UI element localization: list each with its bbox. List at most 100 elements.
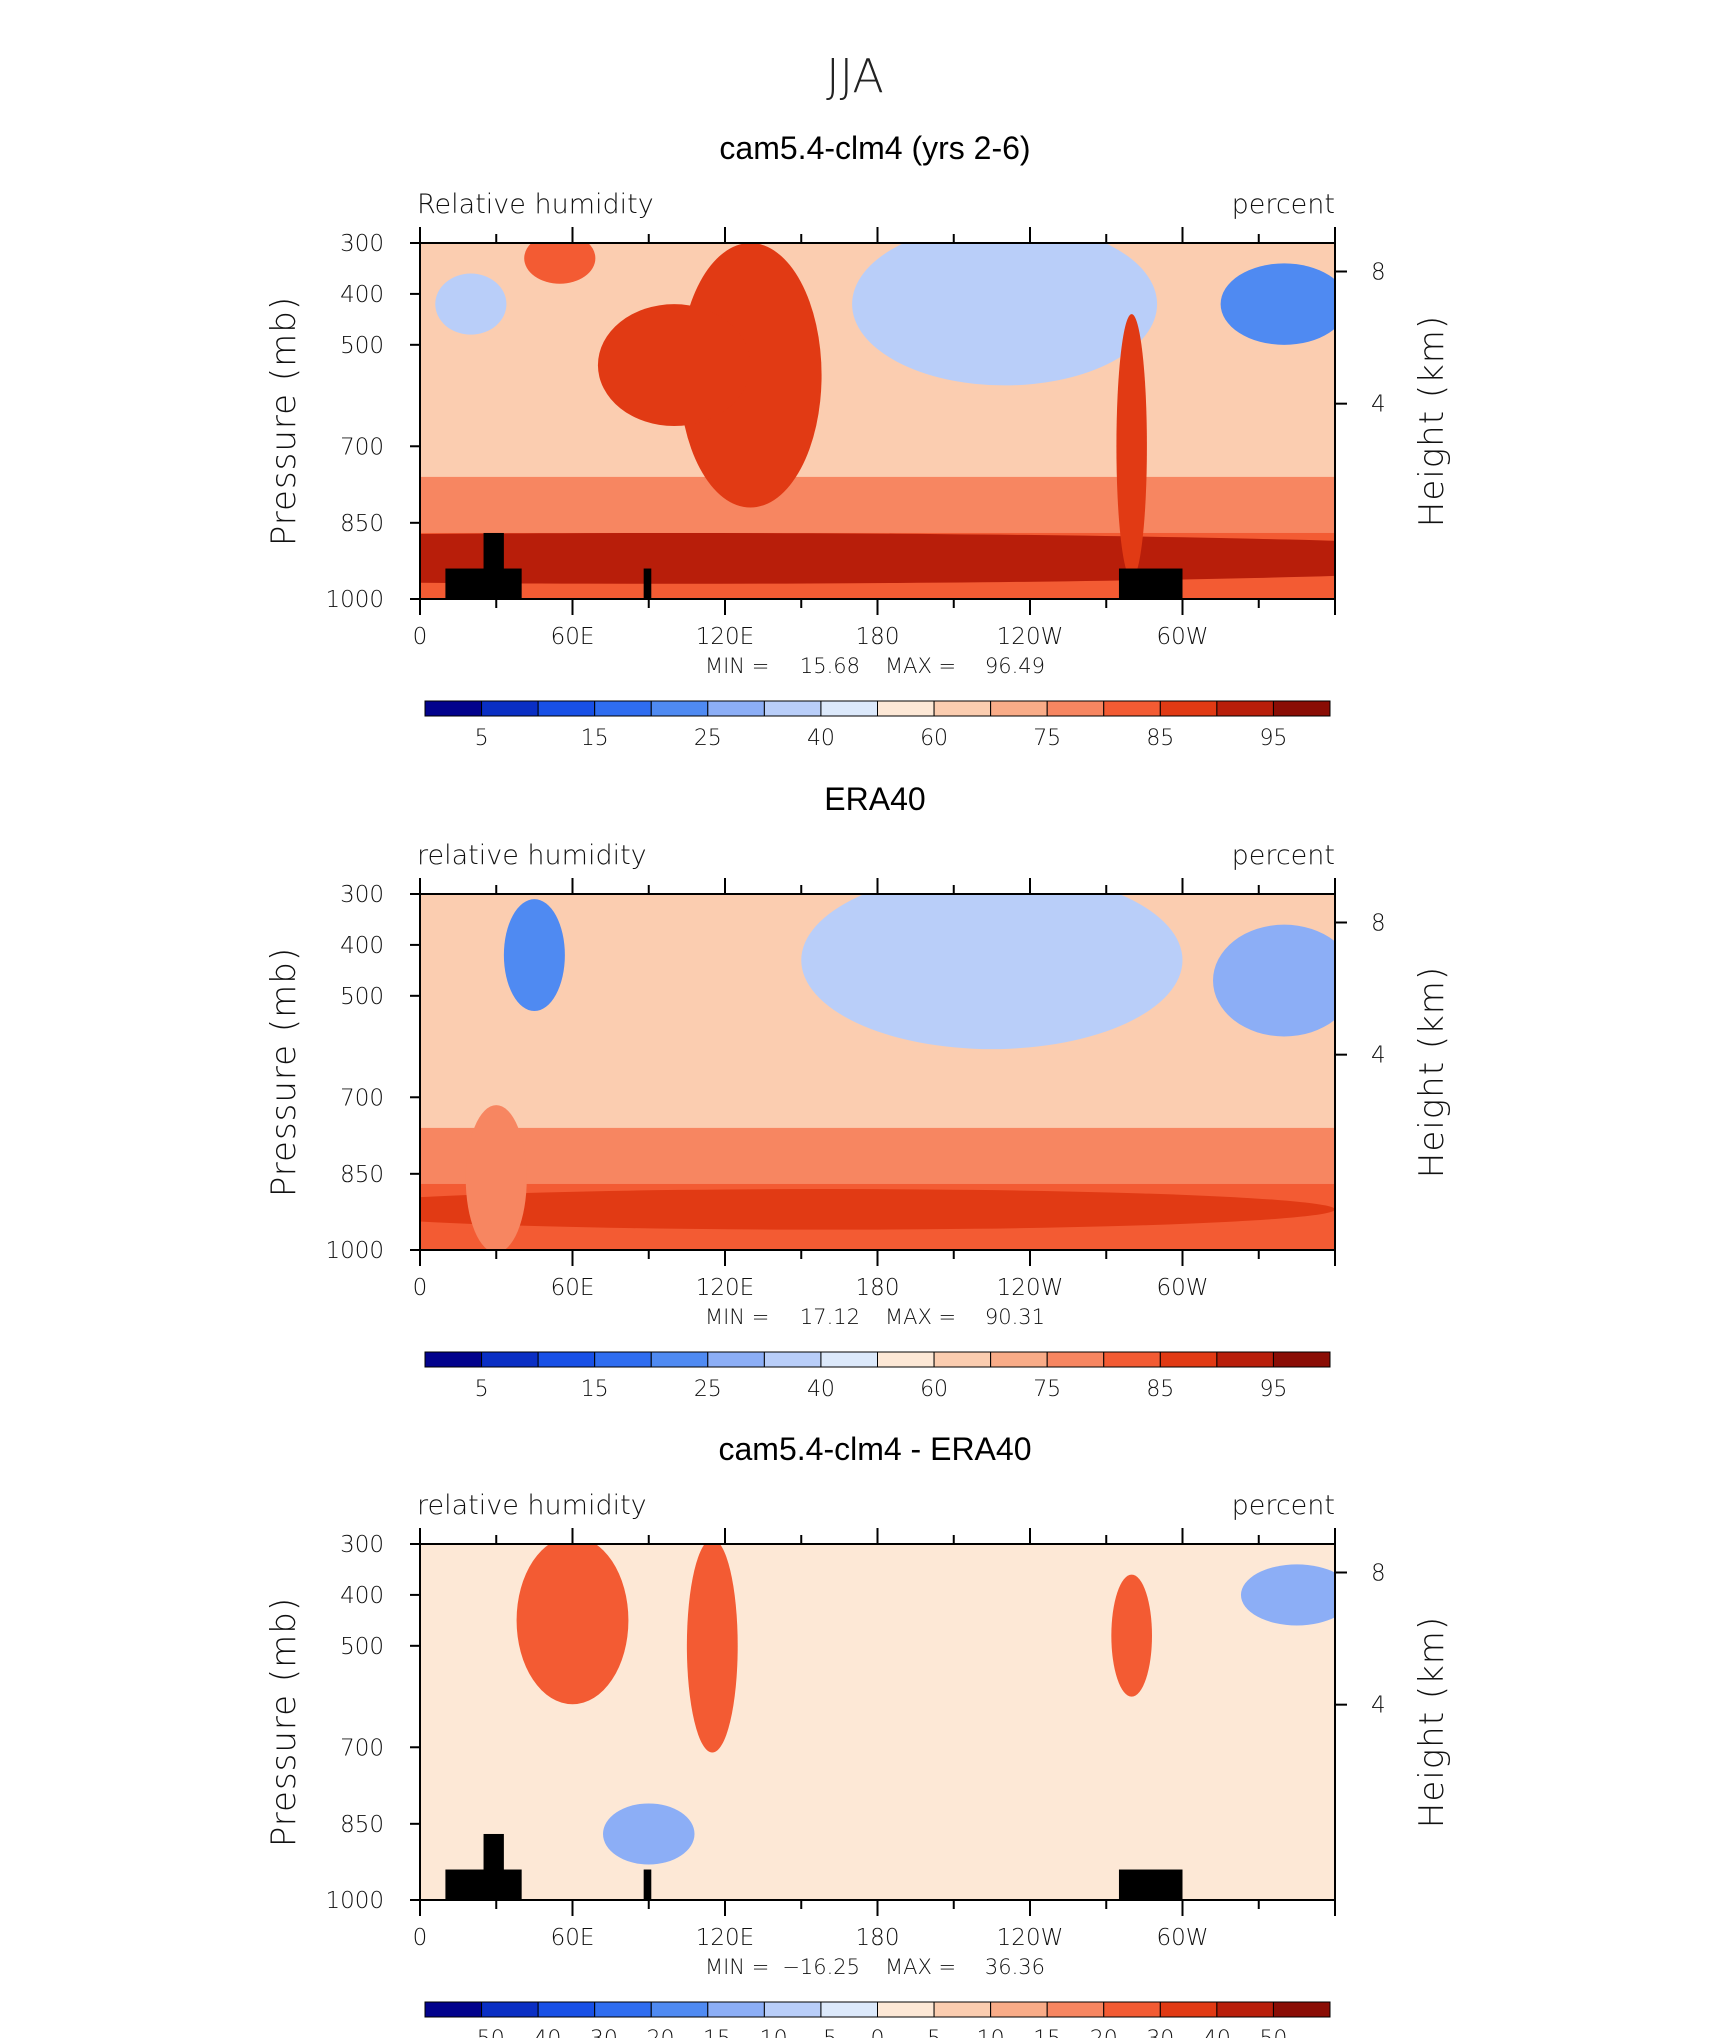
y-tick-right-label: 4 bbox=[1371, 1043, 1386, 1069]
colorbar: 5 15 25 40 60 75 85 95 bbox=[424, 700, 1331, 751]
x-tick-label: 60W bbox=[1156, 1275, 1208, 1301]
y-tick-right-label: 8 bbox=[1371, 1561, 1386, 1587]
panel-units-label: percent bbox=[1232, 189, 1335, 220]
colorbar: −50−40−30−20−15−10−505101520304050 bbox=[424, 2001, 1331, 2038]
max-value: 90.31 bbox=[985, 1305, 1045, 1329]
contour-region bbox=[1240, 1564, 1335, 1626]
colorbar-swatch bbox=[877, 2001, 935, 2018]
y-tick-label: 500 bbox=[340, 984, 384, 1010]
y-tick-label: 700 bbox=[340, 1735, 384, 1761]
colorbar-swatch bbox=[707, 1351, 765, 1368]
topography-mask bbox=[1118, 568, 1183, 599]
colorbar-swatch bbox=[763, 2001, 822, 2018]
colorbar-label: 15 bbox=[1033, 2027, 1061, 2038]
topography-mask bbox=[643, 1869, 652, 1900]
contour-region bbox=[420, 1189, 1335, 1230]
colorbar-label: 40 bbox=[807, 1377, 835, 1402]
contour-field bbox=[420, 243, 1335, 599]
boundary-layer-band bbox=[420, 476, 1335, 599]
colorbar-swatch bbox=[1046, 1351, 1105, 1368]
contour-region bbox=[801, 894, 1183, 1050]
colorbar-swatch bbox=[990, 2001, 1048, 2018]
max-label: MAX = bbox=[885, 1955, 956, 1979]
colorbar-swatch bbox=[424, 2001, 483, 2018]
x-tick-label: 180 bbox=[856, 1925, 900, 1951]
x-tick-label: 120E bbox=[696, 1275, 754, 1301]
y-tick-label: 400 bbox=[340, 1583, 384, 1609]
x-tick-label: 120W bbox=[997, 624, 1064, 650]
contour-region bbox=[503, 899, 565, 1012]
x-tick-label: 120E bbox=[696, 1925, 754, 1951]
topography-mask bbox=[1118, 1869, 1183, 1900]
y-tick-label: 1000 bbox=[325, 1238, 384, 1264]
colorbar-label: 25 bbox=[694, 1377, 722, 1402]
x-tick-label: 0 bbox=[413, 1925, 428, 1951]
panels: cam5.4-clm4 (yrs 2-6) Relative humidity pe… bbox=[264, 130, 1452, 2038]
colorbar-swatch bbox=[877, 700, 935, 717]
colorbar-label: 5 bbox=[475, 1377, 489, 1402]
colorbar-label: 20 bbox=[1090, 2027, 1118, 2038]
colorbar-label: −15 bbox=[685, 2027, 731, 2038]
colorbar-label: 0 bbox=[871, 2027, 885, 2038]
y-tick-label: 500 bbox=[340, 1634, 384, 1660]
colorbar-label: −5 bbox=[805, 2027, 837, 2038]
colorbar-swatch bbox=[820, 1351, 878, 1368]
colorbar-swatch bbox=[1216, 700, 1274, 717]
contour-region bbox=[465, 1105, 527, 1250]
y-tick-label: 700 bbox=[340, 434, 384, 460]
min-label: MIN = bbox=[705, 654, 769, 678]
y-axis-label: Pressure (mb) bbox=[264, 947, 304, 1197]
panel-subtitle-left: relative humidity bbox=[417, 1490, 647, 1521]
colorbar-label: −30 bbox=[571, 2027, 617, 2038]
y-tick-label: 400 bbox=[340, 933, 384, 959]
colorbar-swatch bbox=[1103, 700, 1161, 717]
colorbar-swatch bbox=[1046, 700, 1105, 717]
colorbar-swatch bbox=[1046, 2001, 1105, 2018]
contour-region bbox=[597, 304, 751, 427]
topography-mask bbox=[445, 1869, 522, 1900]
x-tick-label: 0 bbox=[413, 624, 428, 650]
colorbar-label: −50 bbox=[458, 2027, 504, 2038]
colorbar-swatch bbox=[933, 1351, 992, 1368]
panel-subtitle-left: relative humidity bbox=[417, 840, 647, 871]
colorbar-swatch bbox=[1216, 2001, 1274, 2018]
panel-title: cam5.4-clm4 - ERA40 bbox=[719, 1431, 1032, 1467]
colorbar-swatch bbox=[537, 700, 596, 717]
colorbar-swatch bbox=[933, 2001, 992, 2018]
y-tick-right-label: 8 bbox=[1371, 260, 1386, 286]
colorbar-label: 75 bbox=[1033, 726, 1061, 751]
min-value: 15.68 bbox=[800, 654, 860, 678]
panel-1: cam5.4-clm4 (yrs 2-6) Relative humidity pe… bbox=[264, 130, 1452, 751]
colorbar-swatch bbox=[1272, 1351, 1331, 1368]
panel-units-label: percent bbox=[1232, 1490, 1335, 1521]
y-tick-label: 700 bbox=[340, 1085, 384, 1111]
colorbar-label: 75 bbox=[1033, 1377, 1061, 1402]
y-tick-label: 300 bbox=[340, 1532, 384, 1558]
max-value: 36.36 bbox=[985, 1955, 1045, 1979]
x-tick-label: 180 bbox=[856, 1275, 900, 1301]
colorbar-swatch bbox=[990, 1351, 1048, 1368]
contour-region bbox=[679, 243, 822, 508]
y-tick-label: 500 bbox=[340, 333, 384, 359]
colorbar-swatch bbox=[594, 700, 652, 717]
y-tick-label: 1000 bbox=[325, 1888, 384, 1914]
x-tick-label: 180 bbox=[856, 624, 900, 650]
colorbar-swatch bbox=[424, 700, 483, 717]
figure-title: JJA bbox=[826, 49, 884, 103]
y-tick-label: 850 bbox=[340, 511, 384, 537]
colorbar-swatch bbox=[820, 700, 878, 717]
x-tick-label: 60E bbox=[551, 1925, 595, 1951]
colorbar-swatch bbox=[1103, 2001, 1161, 2018]
colorbar-swatch bbox=[481, 1351, 539, 1368]
colorbar-swatch bbox=[1272, 2001, 1331, 2018]
panel-2: ERA40 relative humidity percent 0 60E 120E 180… bbox=[264, 781, 1452, 1402]
x-tick-label: 120W bbox=[997, 1925, 1064, 1951]
colorbar-swatch bbox=[537, 2001, 596, 2018]
x-tick-label: 60E bbox=[551, 624, 595, 650]
min-value: −16.25 bbox=[782, 1955, 860, 1979]
colorbar-swatch bbox=[1216, 1351, 1274, 1368]
colorbar-swatch bbox=[707, 2001, 765, 2018]
colorbar-swatch bbox=[990, 700, 1048, 717]
contour-region bbox=[686, 1544, 738, 1753]
y-tick-label: 400 bbox=[340, 282, 384, 308]
